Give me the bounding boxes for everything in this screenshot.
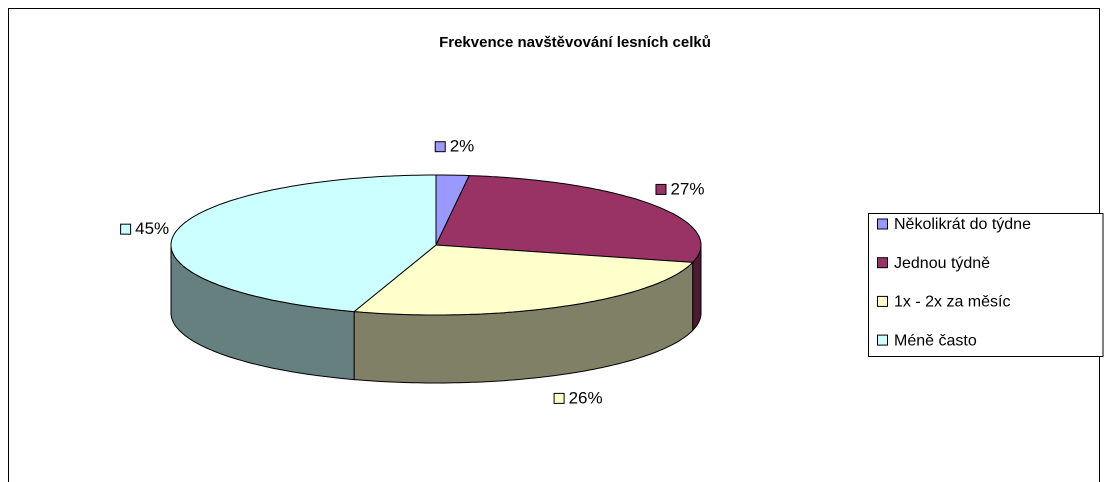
slice xyxy=(352,244,694,316)
chart-title: Frekvence navštěvování lesních celků xyxy=(439,34,711,51)
legend-box xyxy=(868,213,1104,357)
legend-key xyxy=(877,257,888,269)
pie: 2% 27% 26% 45% xyxy=(120,137,705,407)
legend-label: 1x - 2x za měsíc xyxy=(894,294,1010,311)
data-label: 26% xyxy=(569,388,603,407)
legend-key xyxy=(877,295,888,307)
legend-key xyxy=(877,218,888,230)
legend: Několikrát do týdne Jednou týdně 1x - 2x z… xyxy=(868,213,1104,357)
legend-label: Několikrát do týdne xyxy=(894,216,1031,233)
data-label: 27% xyxy=(670,179,704,198)
legend-key xyxy=(877,334,888,346)
data-label: 2% xyxy=(450,137,475,156)
slice xyxy=(435,175,702,263)
data-label-key xyxy=(120,223,132,235)
data-label-key xyxy=(434,141,446,153)
data-label: 45% xyxy=(135,219,169,238)
legend-label: Jednou týdně xyxy=(894,255,990,272)
legend-label: Méně často xyxy=(894,332,977,349)
slice xyxy=(170,174,437,313)
data-label-key xyxy=(655,183,667,195)
data-label-key xyxy=(553,392,565,404)
